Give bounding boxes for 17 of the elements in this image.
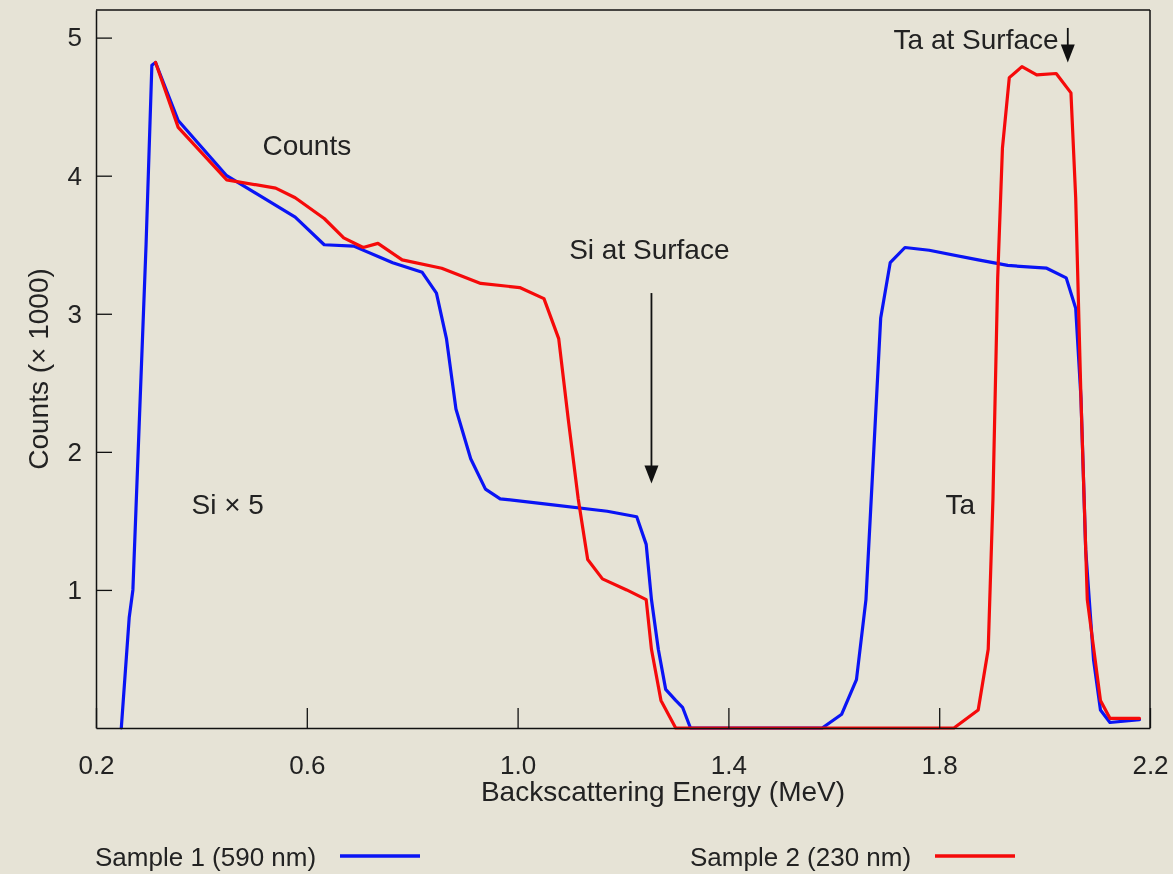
y-tick-label: 4 xyxy=(67,160,82,191)
x-tick-label: 0.2 xyxy=(78,750,115,781)
annotation: Counts xyxy=(262,129,352,161)
annotation: Ta xyxy=(945,488,976,520)
y-tick-label: 3 xyxy=(67,298,82,329)
x-tick-label: 1.8 xyxy=(921,750,958,781)
x-tick-label: 2.2 xyxy=(1132,750,1169,781)
legend-label: Sample 1 (590 nm) xyxy=(95,842,317,872)
x-tick-label: 0.6 xyxy=(289,750,326,781)
y-tick-label: 2 xyxy=(67,436,82,467)
annotation: Si × 5 xyxy=(191,488,264,520)
annotation: Ta at Surface xyxy=(893,23,1059,55)
annotation: Si at Surface xyxy=(569,233,730,265)
y-axis-title: Counts (× 1000) xyxy=(23,268,54,470)
legend-label: Sample 2 (230 nm) xyxy=(690,842,912,872)
y-tick-label: 1 xyxy=(67,574,82,605)
y-tick-label: 5 xyxy=(67,22,82,53)
